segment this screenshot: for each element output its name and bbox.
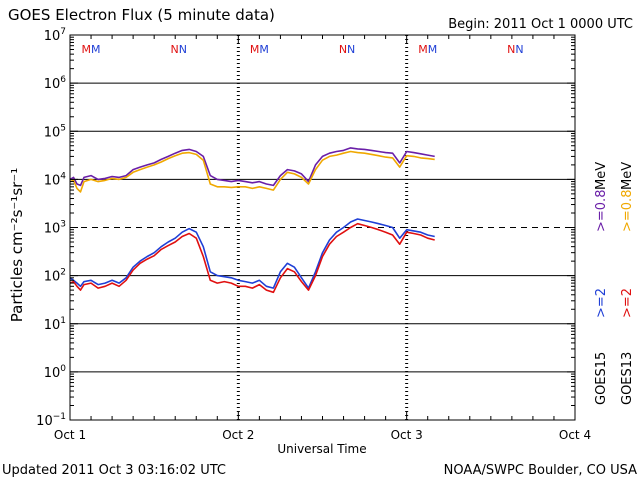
begin-time: Begin: 2011 Oct 1 0000 UTC [448, 17, 633, 32]
marker-mm-4: MM [418, 43, 437, 56]
legend-goes13-ge08: >=0.8 [620, 190, 635, 232]
legend-goes15-mev: MeV [594, 162, 609, 190]
marker-nn-3: NN [339, 43, 355, 56]
marker-nn-1: NN [170, 43, 186, 56]
x-axis-label: Universal Time [277, 442, 366, 456]
satellite-markers: MM NN MM NN MM NN [82, 43, 524, 56]
data-series [69, 147, 435, 294]
legend-goes13-label: GOES13 [620, 352, 635, 405]
marker-mm-0: MM [82, 43, 101, 56]
series-line-goes13-2-mev [69, 222, 435, 294]
legend-goes13-mev: MeV [620, 162, 635, 190]
y-tick-label: 103 [44, 220, 66, 237]
series-line-goes15-2-mev [69, 218, 435, 289]
noaa-credit: NOAA/SWPC Boulder, CO USA [444, 463, 637, 478]
y-tick-label: 105 [44, 123, 66, 140]
legend-goes15-ge2: >=2 [594, 288, 609, 318]
axes: 10−1 100 101 102 103 104 105 106 107 Oct 1 Oct 2 Oc… [36, 27, 591, 442]
x-tick-label: Oct 4 [559, 428, 591, 442]
x-tick-label: Oct 1 [54, 428, 86, 442]
legend: GOES15 >=2 >=0.8 MeV GOES13 >=2 >=0.8 Me… [594, 162, 635, 405]
legend-goes13-ge2: >=2 [620, 288, 635, 318]
x-tick-label: Oct 3 [391, 428, 423, 442]
marker-nn-5: NN [507, 43, 523, 56]
y-tick-label: 102 [44, 268, 66, 285]
chart-title: GOES Electron Flux (5 minute data) [8, 6, 275, 24]
y-tick-label: 106 [44, 75, 67, 92]
plot-frame [69, 34, 576, 421]
y-tick-label: 10−1 [36, 412, 66, 429]
legend-goes15-ge08: >=0.8 [594, 190, 609, 232]
updated-timestamp: Updated 2011 Oct 3 03:16:02 UTC [2, 463, 226, 478]
legend-goes15-label: GOES15 [594, 352, 609, 405]
series-line-goes13-0-8-mev [69, 150, 435, 193]
y-tick-label: 101 [44, 316, 66, 333]
series-line-goes15-0-8-mev [69, 147, 435, 187]
y-tick-label: 107 [44, 27, 66, 44]
marker-mm-2: MM [250, 43, 269, 56]
y-tick-label: 100 [44, 364, 67, 381]
x-tick-label: Oct 2 [222, 428, 254, 442]
y-axis-label: Particles cm⁻²s⁻¹sr⁻¹ [8, 168, 26, 322]
y-tick-label: 104 [44, 171, 67, 188]
grid-lines [70, 35, 575, 420]
